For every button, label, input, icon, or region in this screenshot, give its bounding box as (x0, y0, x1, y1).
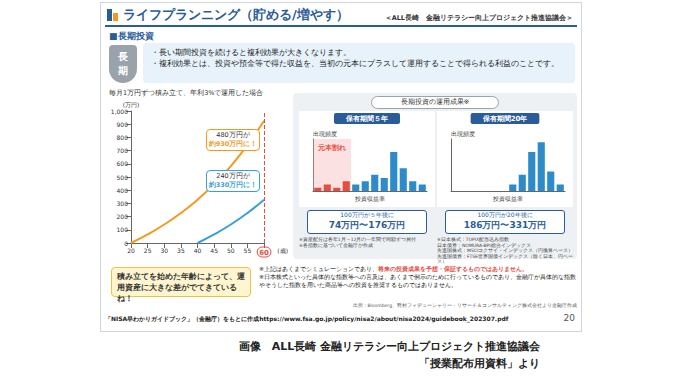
html-text:74万円〜176万円: 74万円〜176万円 (328, 220, 406, 230)
svg-text:50: 50 (227, 247, 235, 254)
svg-text:投資収益率: 投資収益率 (492, 195, 523, 203)
html-text:100万円が５年後に: 100万円が５年後に (340, 211, 394, 218)
svg-text:保有期間５年: 保有期間５年 (345, 115, 388, 123)
html-text:日本債券：NOMURA-BPI総合インデックス: 日本債券：NOMURA-BPI総合インデックス (437, 242, 531, 248)
svg-text:0: 0 (124, 240, 128, 247)
svg-text:出現頻度: 出現頻度 (451, 130, 475, 137)
svg-text:100: 100 (117, 226, 129, 233)
html-text:・複利効果とは、投資や預金等で得た収益を、当初の元本にプラス: ・複利効果とは、投資や預金等で得た収益を、当初の元本にプラスして運用することで得… (151, 59, 559, 68)
html-text:積み立てを始めた年齢によって、運用資産に大きな差がでてきてい: 積み立てを始めた年齢によって、運用資産に大きな差がでてきているね！ (117, 272, 245, 303)
svg-text:(歳): (歳) (277, 247, 288, 254)
html-text:毎月1万円ずつ積み立て、年利3%で運用した場合: 毎月1万円ずつ積み立て、年利3%で運用した場合 (109, 89, 264, 97)
html-text:※上記はあくまでシミュレーションであり、将来の投資成果を予想: ※上記はあくまでシミュレーションであり、将来の投資成果を予想・保証するものではあ… (259, 265, 528, 272)
html-text:480万円が: 480万円が (216, 130, 250, 139)
svg-text:400: 400 (117, 187, 129, 194)
html-text:「NISA早わかりガイドブック」（金融庁）をもとに作成htt: 「NISA早わかりガイドブック」（金融庁）をもとに作成https://www.f… (105, 315, 509, 322)
svg-text:40: 40 (194, 247, 202, 254)
svg-text:出現頻度: 出現頻度 (313, 130, 337, 137)
svg-text:300: 300 (117, 200, 129, 207)
html-text:※日本株式といった具体的な指数等への言及は、あくまで例示のた: ※日本株式といった具体的な指数等への言及は、あくまで例示のために行っているもので… (259, 273, 576, 288)
html-text:約930万円に！: 約930万円に！ (208, 139, 258, 148)
svg-text:1,000: 1,000 (111, 108, 128, 115)
svg-text:30: 30 (160, 247, 168, 254)
svg-text:600: 600 (117, 160, 129, 167)
svg-text:45: 45 (210, 247, 218, 254)
svg-text:800: 800 (117, 134, 129, 141)
html-text:※日本株式：TOPIX配当込み指数: ※日本株式：TOPIX配当込み指数 (437, 237, 510, 242)
svg-text:200: 200 (117, 213, 129, 220)
html-text:約330万円に！: 約330万円に！ (208, 180, 258, 189)
svg-text:900: 900 (117, 121, 129, 128)
svg-text:投資収益率: 投資収益率 (354, 195, 385, 203)
svg-text:保有期間20年: 保有期間20年 (482, 115, 528, 123)
html-text:画像 ALL長崎 金融リテラシー向上プロジェクト推進協議会: 画像 ALL長崎 金融リテラシー向上プロジェクト推進協議会 (238, 340, 540, 353)
html-text:※資産配分は各年1月～12月の一年間で同額ずつ買付: ※資産配分は各年1月～12月の一年間で同額ずつ買付 (299, 237, 417, 242)
html-text:186万円〜331万円: 186万円〜331万円 (463, 220, 547, 230)
html-text:240万円が: 240万円が (216, 171, 250, 180)
html-text:期: 期 (118, 65, 128, 76)
html-text:先進国債券：FTSE世界国債インデックス（除く日本、円ベース: 先進国債券：FTSE世界国債インデックス（除く日本、円ベース） (437, 253, 573, 264)
svg-text:500: 500 (117, 174, 129, 181)
svg-text:700: 700 (117, 147, 129, 154)
html-text:20: 20 (563, 313, 575, 323)
html-text:100万円が20年後に: 100万円が20年後に (477, 211, 533, 218)
html-text:ライフプランニング（貯める/増やす）: ライフプランニング（貯める/増やす） (123, 7, 349, 22)
html-text:■長期投資: ■長期投資 (109, 31, 154, 41)
svg-text:25: 25 (144, 247, 152, 254)
html-text:※各指数に基づいて金融庁が作成: ※各指数に基づいて金融庁が作成 (299, 243, 373, 248)
html-text:＜ALL長崎 金融リテラシー向上プロジェクト推進協議会＞: ＜ALL長崎 金融リテラシー向上プロジェクト推進協議会＞ (384, 14, 573, 22)
svg-text:(万円): (万円) (123, 101, 140, 108)
html-text:長: 長 (118, 51, 128, 62)
html-text:長期投資の運用成果※: 長期投資の運用成果※ (400, 98, 470, 106)
svg-text:35: 35 (177, 247, 185, 254)
svg-text:20: 20 (127, 247, 135, 254)
html-text:「授業配布用資料」より: 「授業配布用資料」より (419, 357, 540, 370)
html-text:先進国株式：MSCIコクサイ・インデックス（円換算ベース）: 先進国株式：MSCIコクサイ・インデックス（円換算ベース） (437, 248, 574, 253)
svg-text:60: 60 (259, 249, 269, 257)
svg-text:55: 55 (244, 247, 252, 254)
html-text:・長い期間投資を続けると複利効果が大きくなります。: ・長い期間投資を続けると複利効果が大きくなります。 (151, 48, 351, 57)
html-text:出所：Bloomberg、野村フィデューシャリー・リサーチ＆: 出所：Bloomberg、野村フィデューシャリー・リサーチ＆コンサルティング株式… (352, 303, 577, 308)
svg-text:元本割れ: 元本割れ (317, 143, 346, 152)
